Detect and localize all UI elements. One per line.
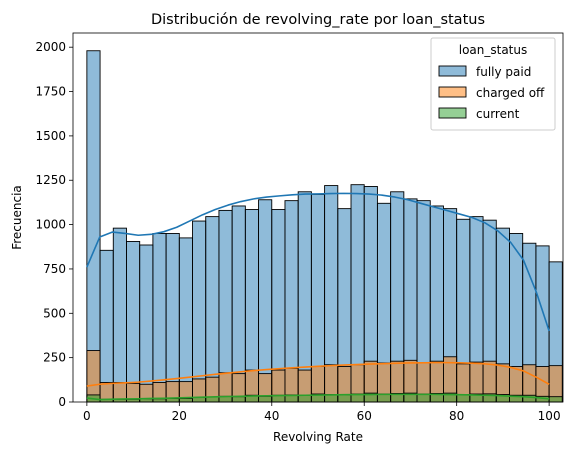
x-tick-label: 40 [264, 409, 279, 423]
legend-label-current: current [476, 107, 520, 121]
kde-layer [86, 192, 550, 401]
y-tick-label: 1750 [35, 85, 66, 99]
y-tick-label: 1000 [35, 218, 66, 232]
y-axis-label: Frecuencia [10, 185, 24, 250]
plot-frame [72, 32, 564, 403]
x-tick-label: 100 [538, 409, 561, 423]
bar-current-7 [178, 398, 193, 403]
bar-fully-paid-6 [165, 233, 180, 403]
bar-current-8 [192, 397, 207, 403]
y-axis: 0 250 500 750 1000 1250 1500 1750 2000 [35, 40, 73, 409]
bar-current-11 [231, 396, 246, 403]
x-tick-label: 20 [172, 409, 187, 423]
bar-current-16 [297, 394, 312, 403]
x-tick-label: 80 [449, 409, 464, 423]
bar-current-5 [152, 398, 167, 403]
y-tick-label: 500 [43, 306, 66, 320]
y-tick-label: 1250 [35, 173, 66, 187]
legend-swatch-charged-off [438, 86, 467, 98]
legend-title: loan_status [459, 43, 528, 57]
kde-line-charged-off [86, 361, 550, 387]
bar-current-6 [165, 398, 180, 403]
y-tick-label: 0 [58, 395, 66, 409]
bar-current-13 [258, 395, 273, 403]
legend-box [430, 37, 556, 131]
legend-swatch-current [438, 107, 467, 119]
y-tick-label: 750 [43, 262, 66, 276]
bar-current-19 [337, 394, 352, 403]
bar-fully-paid-3 [126, 240, 141, 403]
legend-swatch-fully-paid [438, 65, 467, 77]
x-tick-label: 60 [357, 409, 372, 423]
kde-line-fully-paid [86, 192, 550, 332]
y-tick-label: 250 [43, 351, 66, 365]
x-axis: 0 20 40 60 80 100 [83, 402, 561, 423]
bar-fully-paid-2 [112, 227, 127, 403]
bar-current-35 [548, 396, 563, 403]
bar-fully-paid-4 [139, 244, 154, 403]
y-tick-label: 2000 [35, 40, 66, 54]
y-tick-label: 1500 [35, 129, 66, 143]
kde-line-current [86, 393, 550, 401]
bar-current-22 [376, 393, 392, 403]
bar-fully-paid-1 [99, 249, 114, 403]
legend-label-charged-off: charged off [476, 86, 545, 100]
bar-fully-paid-5 [152, 233, 167, 403]
x-axis-label: Revolving Rate [273, 430, 363, 444]
bar-fully-paid-13 [258, 199, 273, 403]
bar-charged-off-0 [86, 350, 101, 403]
legend-label-fully-paid: fully paid [476, 65, 531, 79]
chart-title: Distribución de revolving_rate por loan_… [151, 12, 485, 28]
legend: loan_status fully paid charged off current [430, 37, 556, 131]
bar-fully-paid-0 [86, 50, 101, 403]
bar-current-25 [416, 393, 431, 403]
legend-items: fully paid charged off current [438, 65, 545, 121]
x-tick-label: 0 [83, 409, 91, 423]
bar-current-28 [456, 394, 471, 403]
